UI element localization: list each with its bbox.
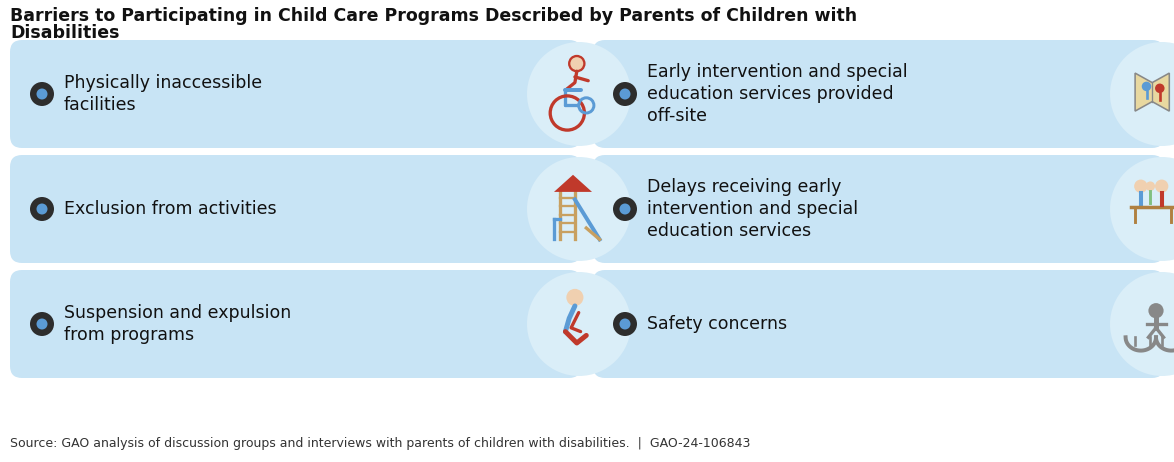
Text: Physically inaccessible
facilities: Physically inaccessible facilities [65, 74, 262, 114]
Circle shape [36, 89, 47, 99]
Circle shape [31, 197, 54, 221]
Circle shape [1146, 182, 1155, 191]
Text: Barriers to Participating in Child Care Programs Described by Parents of Childre: Barriers to Participating in Child Care … [11, 7, 857, 25]
Circle shape [620, 203, 630, 214]
Circle shape [620, 89, 630, 99]
Circle shape [566, 289, 583, 306]
Circle shape [1109, 42, 1174, 146]
Circle shape [1155, 84, 1165, 93]
Circle shape [613, 82, 637, 106]
Circle shape [31, 312, 54, 336]
Circle shape [36, 203, 47, 214]
FancyBboxPatch shape [11, 40, 581, 148]
FancyBboxPatch shape [11, 270, 581, 378]
Circle shape [527, 157, 630, 261]
Circle shape [569, 56, 585, 71]
Text: Exclusion from activities: Exclusion from activities [65, 200, 277, 218]
Circle shape [620, 318, 630, 329]
FancyBboxPatch shape [11, 155, 581, 263]
Text: Disabilities: Disabilities [11, 24, 120, 42]
Circle shape [613, 197, 637, 221]
Circle shape [1109, 157, 1174, 261]
Circle shape [1109, 272, 1174, 376]
Circle shape [1142, 82, 1152, 91]
Polygon shape [554, 175, 592, 192]
Circle shape [36, 318, 47, 329]
Circle shape [1155, 180, 1168, 193]
Circle shape [613, 312, 637, 336]
Text: Source: GAO analysis of discussion groups and interviews with parents of childre: Source: GAO analysis of discussion group… [11, 437, 750, 450]
Text: Suspension and expulsion
from programs: Suspension and expulsion from programs [65, 304, 291, 344]
Text: Early intervention and special
education services provided
off-site: Early intervention and special education… [647, 63, 908, 125]
Polygon shape [1135, 73, 1169, 111]
Text: Delays receiving early
intervention and special
education services: Delays receiving early intervention and … [647, 178, 858, 240]
FancyBboxPatch shape [593, 155, 1163, 263]
Text: Safety concerns: Safety concerns [647, 315, 787, 333]
Circle shape [1134, 180, 1147, 193]
FancyBboxPatch shape [593, 40, 1163, 148]
Circle shape [31, 82, 54, 106]
Circle shape [527, 42, 630, 146]
Circle shape [527, 272, 630, 376]
Circle shape [1148, 303, 1163, 318]
FancyBboxPatch shape [593, 270, 1163, 378]
